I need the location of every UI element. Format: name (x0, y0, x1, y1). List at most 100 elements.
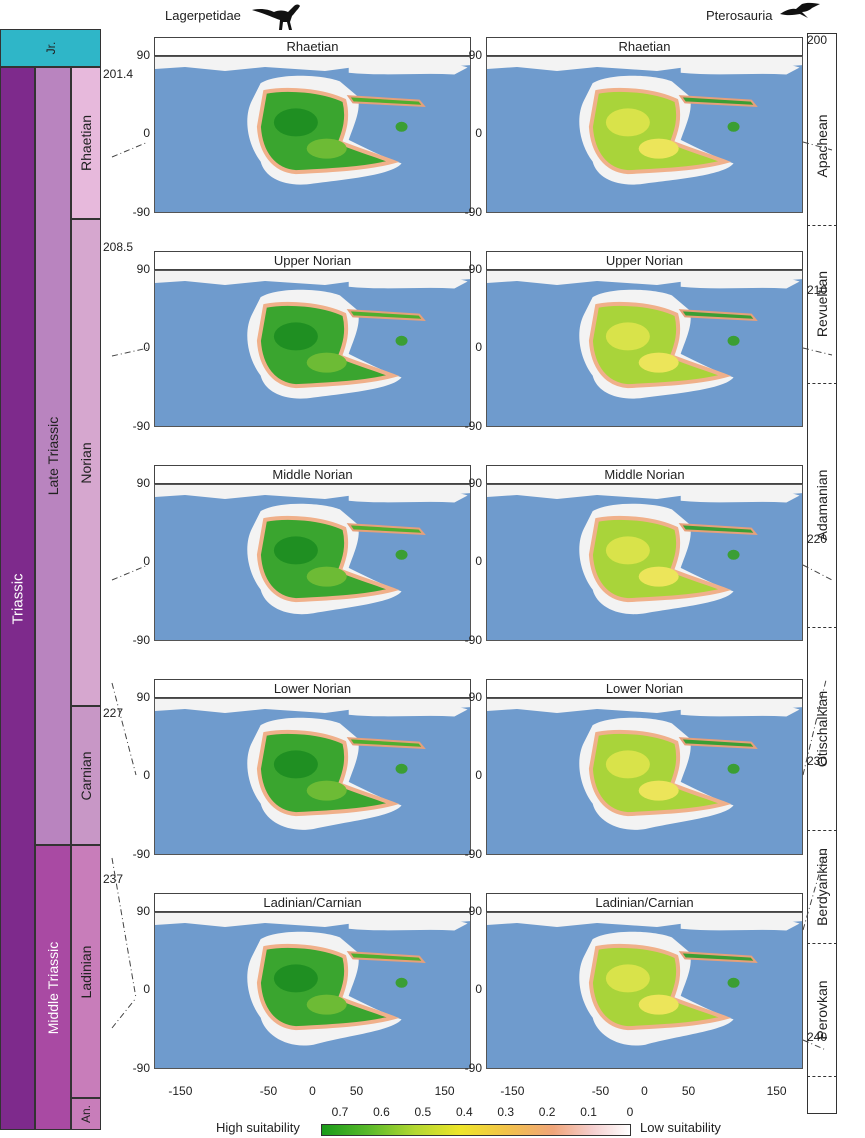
lvf-divider (807, 1076, 837, 1077)
panel-title: Lower Norian (486, 679, 803, 698)
x-tick-label: 0 (641, 1084, 648, 1098)
y-tick-label: -90 (132, 847, 150, 861)
connector-line (111, 682, 137, 776)
suitability-map (486, 912, 803, 1069)
map-panel: Upper Norian (154, 251, 471, 427)
suitability-patch (605, 536, 650, 565)
suitability-patch (395, 121, 408, 132)
legend-tick-label: 0.3 (497, 1105, 515, 1119)
suitability-strip (678, 523, 758, 535)
stage-anisian: An. (71, 1098, 101, 1130)
suitability-map (486, 270, 803, 427)
legend-tick-label: 0.7 (331, 1105, 349, 1119)
suitability-patch (605, 322, 650, 351)
lvf-age-label: 230 (807, 754, 828, 768)
lvf-age-label: 210 (807, 283, 828, 297)
stage-ladinian: Ladinian (71, 845, 101, 1098)
y-tick-label: 90 (468, 904, 482, 918)
suitability-strip (346, 951, 426, 963)
legend-tick-label: 0 (626, 1105, 634, 1119)
connector-line (802, 141, 833, 151)
connector-line (802, 1039, 827, 1051)
lvf-divider (807, 943, 837, 944)
suitability-map (154, 912, 471, 1069)
land-north (680, 916, 800, 931)
suitability-patch (273, 322, 318, 351)
suitability-map (154, 270, 471, 427)
suitability-patch (727, 121, 740, 132)
suitability-patch (727, 549, 740, 560)
suitability-patch (395, 763, 408, 774)
y-tick-label: 90 (468, 476, 482, 490)
left-taxon-label: Lagerpetidae (165, 8, 241, 23)
lvf-age-label: 240 (807, 1030, 828, 1044)
map-panel: Middle Norian (486, 465, 803, 641)
suitability-patch (273, 964, 318, 993)
suitability-map (154, 56, 471, 213)
legend-right-label: Low suitability (640, 1120, 721, 1135)
suitability-map (154, 698, 471, 855)
legend-colorbar (321, 1124, 631, 1136)
jurassic-box: Jr. (0, 29, 101, 67)
legend-tick-label: 0.5 (414, 1105, 432, 1119)
y-tick-label: 0 (143, 982, 150, 996)
connector-line (111, 857, 137, 999)
x-tick-label: 150 (434, 1084, 455, 1098)
y-tick-label: 0 (143, 340, 150, 354)
suitability-patch (638, 352, 679, 373)
legend-tick-label: 0.6 (373, 1105, 390, 1119)
connector-line (802, 564, 833, 581)
panel-title: Middle Norian (154, 465, 471, 484)
suitability-patch (395, 549, 408, 560)
y-tick-label: -90 (464, 419, 482, 433)
suitability-map (154, 484, 471, 641)
map-panel: Rhaetian (154, 37, 471, 213)
suitability-map (486, 484, 803, 641)
map-panel: Middle Norian (154, 465, 471, 641)
x-tick-label: -150 (500, 1084, 525, 1098)
x-tick-label: 50 (349, 1084, 364, 1098)
stage-carnian: Carnian (71, 706, 101, 845)
panel-title: Rhaetian (486, 37, 803, 56)
legend-tick-label: 0.1 (580, 1105, 597, 1119)
y-tick-label: 90 (468, 690, 482, 704)
period-triassic: Triassic (0, 67, 35, 1130)
y-tick-label: 90 (136, 476, 150, 490)
suitability-patch (395, 335, 408, 346)
land-north (680, 488, 800, 503)
connector-line (111, 564, 149, 581)
y-tick-label: 90 (468, 48, 482, 62)
y-tick-label: 0 (475, 554, 482, 568)
x-tick-label: -150 (168, 1084, 193, 1098)
x-tick-label: -50 (259, 1084, 278, 1098)
land-north (348, 702, 468, 717)
connector-line (111, 141, 149, 158)
y-tick-label: -90 (464, 847, 482, 861)
land-north (680, 702, 800, 717)
lvf-age-label: 200 (807, 33, 828, 47)
age-label: 237 (103, 872, 124, 886)
suitability-strip (678, 737, 758, 749)
suitability-patch (306, 352, 347, 373)
suitability-patch (605, 964, 650, 993)
suitability-map (486, 56, 803, 213)
suitability-patch (306, 138, 347, 159)
age-label: 201.4 (103, 67, 134, 81)
panel-title: Upper Norian (154, 251, 471, 270)
map-panel: Rhaetian (486, 37, 803, 213)
age-label: 227 (103, 706, 124, 720)
suitability-map (486, 698, 803, 855)
suitability-patch (727, 335, 740, 346)
land-north (348, 488, 468, 503)
suitability-patch (273, 536, 318, 565)
lagerpetid-silhouette-icon (252, 4, 300, 30)
right-taxon-label: Pterosauria (706, 8, 773, 23)
y-tick-label: 90 (136, 262, 150, 276)
map-panel: Upper Norian (486, 251, 803, 427)
y-tick-label: 90 (468, 262, 482, 276)
x-tick-label: 50 (681, 1084, 696, 1098)
suitability-patch (727, 763, 740, 774)
epoch-middle-triassic: Middle Triassic (35, 845, 71, 1130)
connector-line (802, 679, 827, 776)
